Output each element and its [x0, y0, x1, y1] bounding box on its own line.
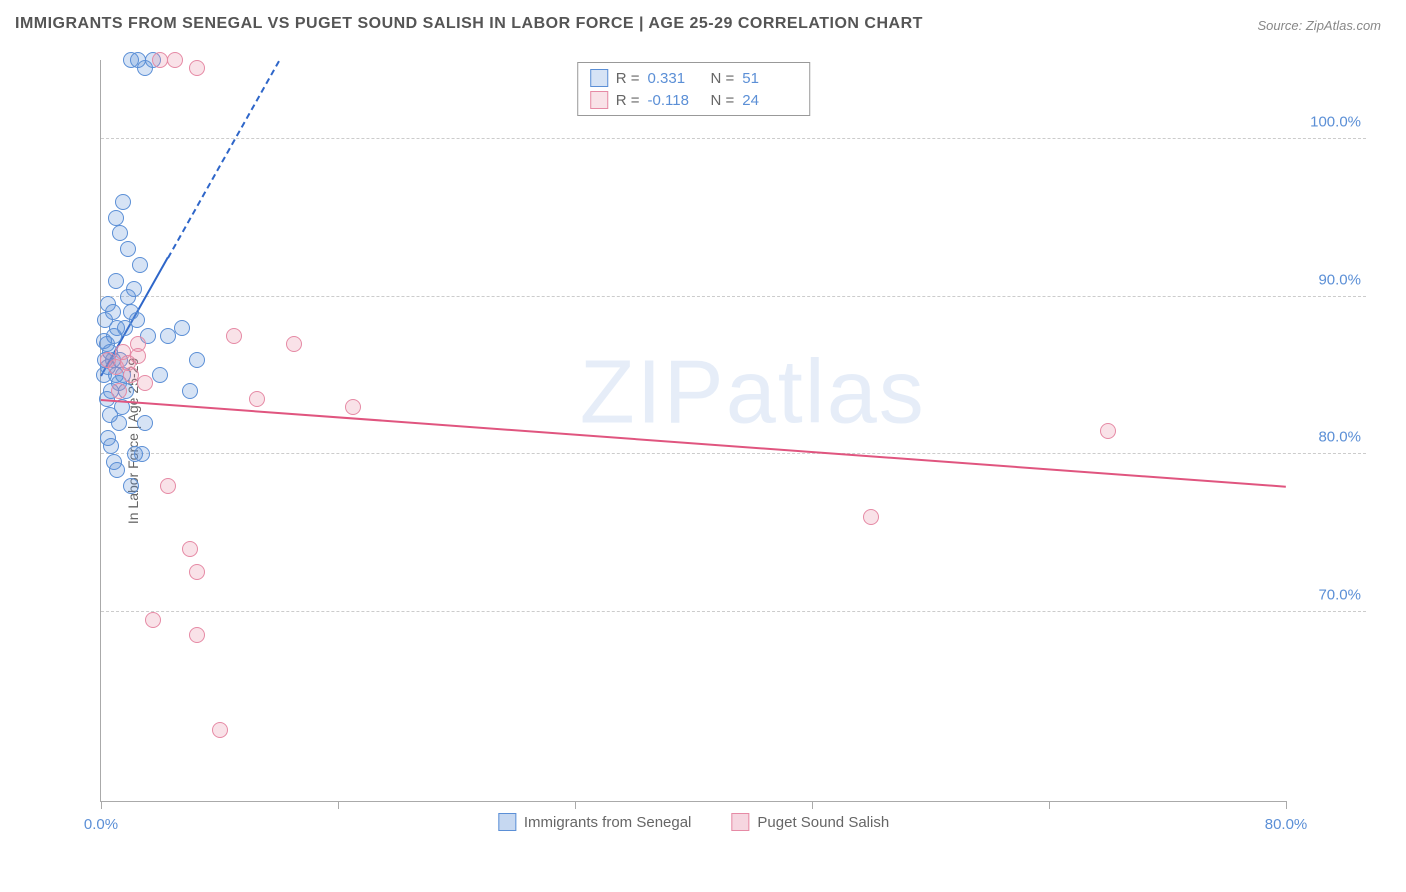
- x-tick: [101, 801, 102, 809]
- x-tick-label: 80.0%: [1265, 816, 1308, 833]
- data-point: [174, 320, 190, 336]
- data-point: [189, 564, 205, 580]
- y-tick-label: 90.0%: [1318, 271, 1361, 288]
- data-point: [863, 509, 879, 525]
- watermark: ZIPatlas: [580, 342, 926, 445]
- legend-series: Immigrants from Senegal Puget Sound Salis…: [498, 813, 889, 831]
- legend-n-value: 24: [742, 92, 797, 109]
- gridline: [101, 611, 1366, 612]
- data-point: [108, 273, 124, 289]
- data-point: [132, 257, 148, 273]
- chart-title: IMMIGRANTS FROM SENEGAL VS PUGET SOUND S…: [15, 15, 923, 33]
- x-tick-label: 0.0%: [84, 816, 118, 833]
- x-tick: [338, 801, 339, 809]
- data-point: [189, 352, 205, 368]
- data-point: [120, 241, 136, 257]
- legend-r-label: R =: [616, 70, 640, 87]
- legend-r-value: -0.118: [648, 92, 703, 109]
- data-point: [212, 722, 228, 738]
- data-point: [226, 328, 242, 344]
- data-point: [97, 312, 113, 328]
- data-point: [182, 541, 198, 557]
- data-point: [167, 52, 183, 68]
- data-point: [130, 348, 146, 364]
- data-point: [152, 367, 168, 383]
- data-point: [345, 399, 361, 415]
- legend-item-label: Puget Sound Salish: [757, 814, 889, 831]
- legend-stats: R = 0.331 N = 51 R = -0.118 N = 24: [577, 62, 811, 116]
- x-tick: [1286, 801, 1287, 809]
- data-point: [137, 375, 153, 391]
- data-point: [126, 281, 142, 297]
- data-point: [182, 383, 198, 399]
- chart-source: Source: ZipAtlas.com: [1257, 18, 1381, 33]
- x-tick: [812, 801, 813, 809]
- data-point: [145, 612, 161, 628]
- watermark-bold: ZIP: [580, 343, 726, 443]
- y-tick-label: 70.0%: [1318, 586, 1361, 603]
- x-tick: [1049, 801, 1050, 809]
- data-point: [249, 391, 265, 407]
- plot-region: ZIPatlas R =0.331N =51R =-0.118N =24 Imm…: [100, 60, 1286, 802]
- legend-n-label: N =: [711, 70, 735, 87]
- legend-item: Puget Sound Salish: [731, 813, 889, 831]
- data-point: [103, 438, 119, 454]
- data-point: [189, 627, 205, 643]
- data-point: [137, 415, 153, 431]
- legend-r-value: 0.331: [648, 70, 703, 87]
- watermark-thin: atlas: [726, 343, 926, 443]
- legend-stat-row: R = 0.331 N = 51: [590, 67, 798, 89]
- legend-r-label: R =: [616, 92, 640, 109]
- data-point: [1100, 423, 1116, 439]
- data-point: [152, 52, 168, 68]
- y-tick-label: 100.0%: [1310, 113, 1361, 130]
- gridline: [101, 453, 1366, 454]
- gridline: [101, 296, 1366, 297]
- trend-line-extension: [167, 61, 280, 259]
- data-point: [160, 478, 176, 494]
- legend-swatch: [498, 813, 516, 831]
- chart-area: In Labor Force | Age 25-29 ZIPatlas R =0…: [50, 50, 1376, 832]
- data-point: [160, 328, 176, 344]
- legend-n-label: N =: [711, 92, 735, 109]
- data-point: [286, 336, 302, 352]
- x-tick: [575, 801, 576, 809]
- data-point: [111, 415, 127, 431]
- legend-swatch: [590, 69, 608, 87]
- data-point: [96, 333, 112, 349]
- legend-n-value: 51: [742, 70, 797, 87]
- data-point: [111, 383, 127, 399]
- legend-item: Immigrants from Senegal: [498, 813, 692, 831]
- data-point: [127, 446, 143, 462]
- trend-line: [101, 399, 1286, 488]
- data-point: [109, 462, 125, 478]
- data-point: [123, 478, 139, 494]
- y-tick-label: 80.0%: [1318, 429, 1361, 446]
- data-point: [189, 60, 205, 76]
- legend-swatch: [731, 813, 749, 831]
- data-point: [129, 312, 145, 328]
- data-point: [100, 296, 116, 312]
- gridline: [101, 138, 1366, 139]
- legend-item-label: Immigrants from Senegal: [524, 814, 692, 831]
- data-point: [115, 194, 131, 210]
- data-point: [112, 225, 128, 241]
- data-point: [108, 210, 124, 226]
- legend-swatch: [590, 91, 608, 109]
- legend-stat-row: R = -0.118 N = 24: [590, 89, 798, 111]
